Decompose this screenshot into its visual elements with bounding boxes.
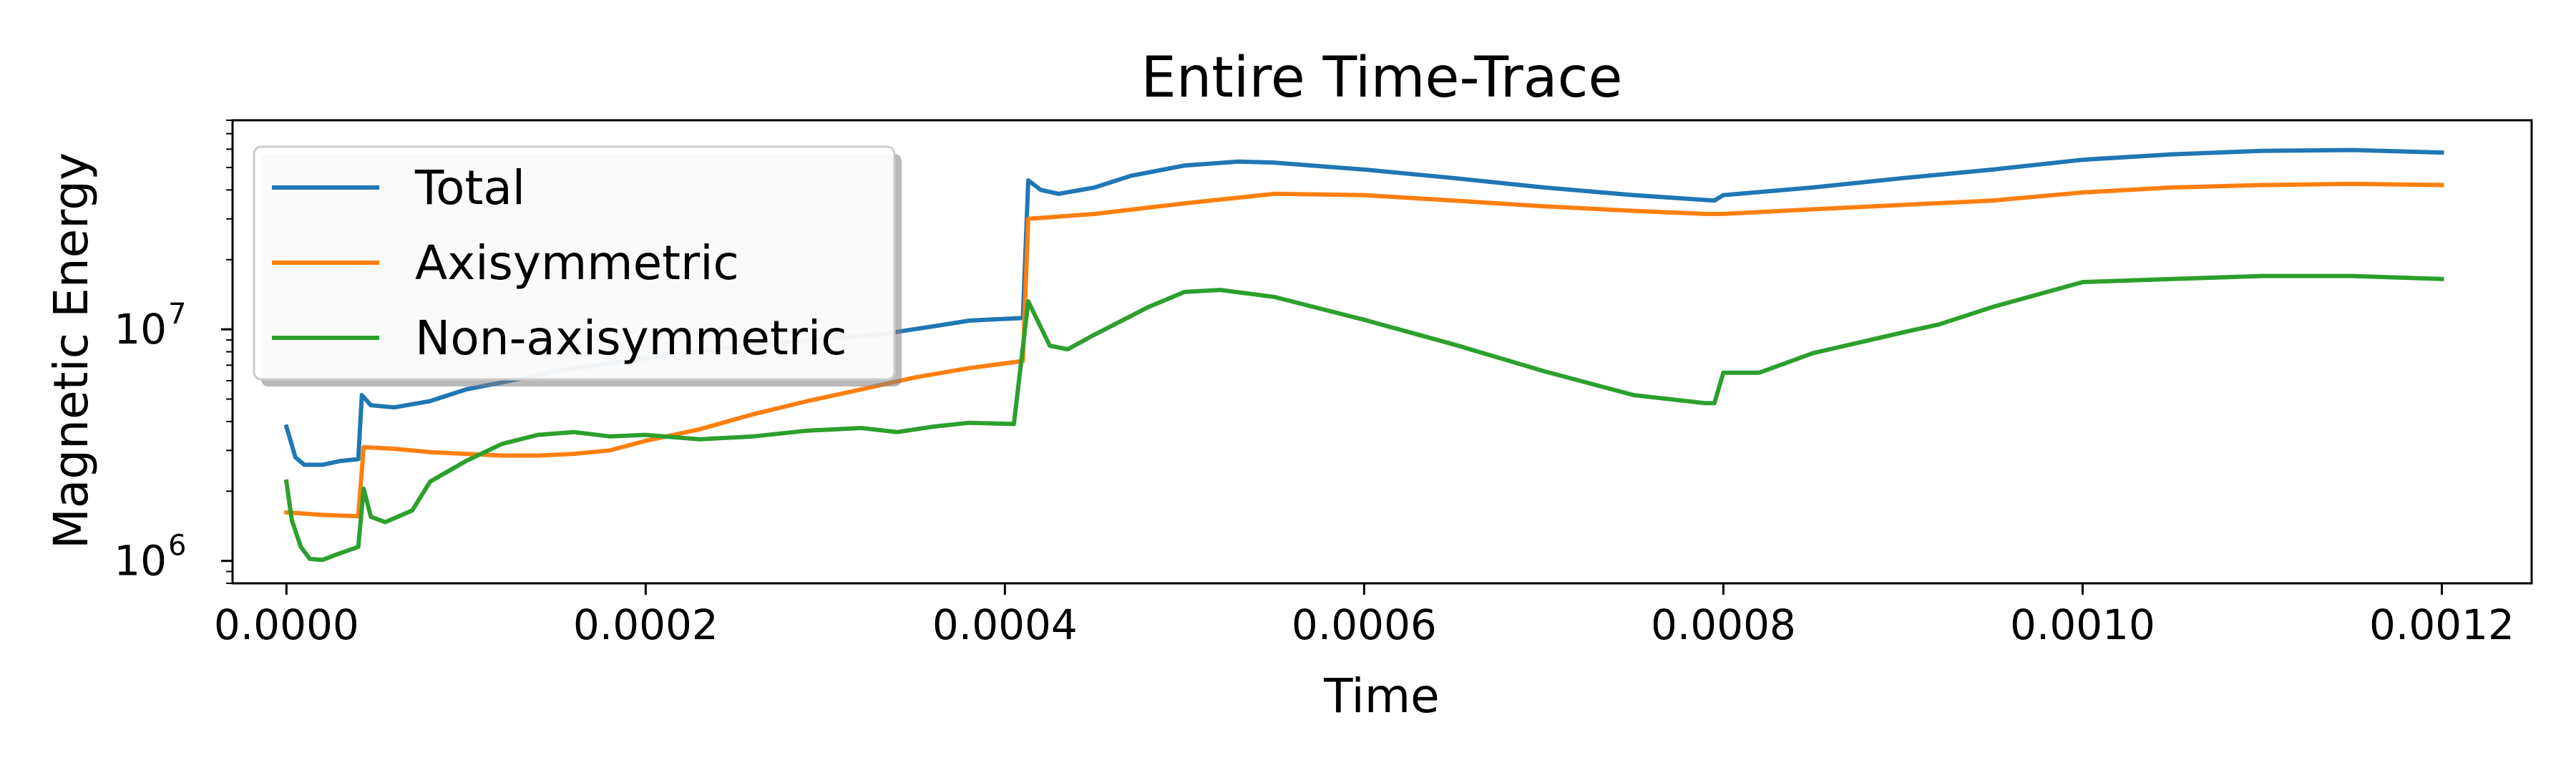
y-tick-label-0: 10	[114, 537, 167, 585]
x-tick-label-6: 0.0012	[2369, 601, 2514, 649]
legend-label-2: Non-axisymmetric	[415, 311, 847, 366]
x-axis-label: Time	[1323, 669, 1440, 724]
series-line-0	[283, 147, 2444, 467]
x-tick-label-3: 0.0006	[1292, 601, 1437, 649]
x-tick-label-1: 0.0002	[573, 601, 718, 649]
x-tick-label-0: 0.0000	[214, 601, 359, 649]
x-tick-label-2: 0.0004	[932, 601, 1078, 649]
x-axis-ticks: 0.0000 0.0002 0.0004 0.0006 0.0008 0.0010 0.00…	[214, 583, 2514, 649]
legend-label-0: Total	[414, 160, 525, 215]
y-axis-label: Magnetic Energy	[44, 152, 99, 549]
series-line-2	[283, 273, 2444, 563]
axes-frame	[231, 119, 2533, 585]
chart-title: Entire Time-Trace	[1141, 46, 1623, 110]
legend-label-1: Axisymmetric	[415, 235, 739, 291]
legend-box	[253, 145, 896, 381]
x-tick-label-5: 0.0010	[2010, 601, 2155, 649]
y-tick-label-1: 10	[114, 305, 167, 354]
x-tick-label-4: 0.0008	[1651, 601, 1796, 649]
series-layer	[283, 147, 2444, 563]
y-tick-exponent-0: 6	[168, 530, 186, 563]
legend: Total Axisymmetric Non-axisymmetric	[253, 145, 902, 386]
y-tick-exponent-1: 7	[168, 298, 186, 331]
